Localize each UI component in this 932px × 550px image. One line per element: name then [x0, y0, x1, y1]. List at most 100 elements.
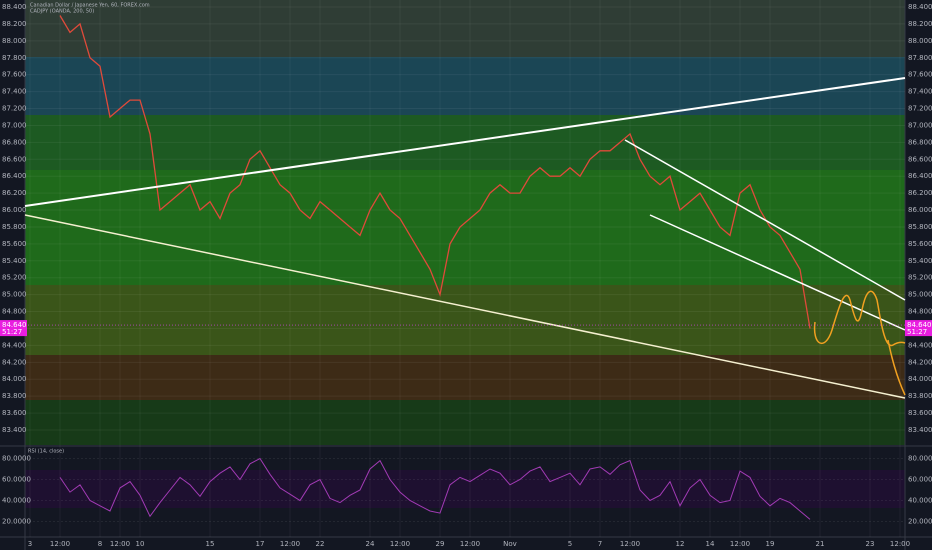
x-tick-label: 12:00: [110, 540, 130, 548]
y-tick-label: 87.200: [908, 105, 932, 113]
projection: [813, 290, 906, 346]
y-tick-label: 87.800: [908, 54, 932, 62]
y-tick-label: 84.000: [908, 375, 932, 383]
y-tick-label: 85.200: [908, 274, 932, 282]
y-tick-label: 20.0000: [908, 518, 932, 526]
y-tick-label: 86.000: [2, 206, 27, 214]
zone: [25, 285, 905, 355]
zones: [25, 0, 905, 508]
y-tick-label: 84.800: [908, 308, 932, 316]
y-tick-label: 80.0000: [2, 455, 31, 463]
x-tick-label: 10: [136, 540, 145, 548]
zone: [25, 400, 905, 445]
y-tick-label: 87.600: [2, 71, 27, 79]
x-tick-label: 15: [206, 540, 215, 548]
y-tick-label: 86.400: [908, 172, 932, 180]
channel-line: [624, 139, 906, 301]
x-tick-label: 29: [436, 540, 445, 548]
y-tick-label: 85.800: [2, 223, 27, 231]
y-tick-label: 83.400: [908, 426, 932, 434]
y-tick-label: 84.800: [2, 308, 27, 316]
y-tick-label: 86.400: [2, 172, 27, 180]
y-tick-label: 84.000: [2, 375, 27, 383]
zone: [25, 170, 905, 285]
x-tick-label: 14: [706, 540, 715, 548]
y-tick-label: 86.800: [2, 138, 27, 146]
y-tick-label: 86.000: [908, 206, 932, 214]
x-tick-label: 19: [766, 540, 775, 548]
x-tick-label: 24: [366, 540, 375, 548]
rsi-line: [59, 457, 811, 520]
y-tick-label: 87.800: [2, 54, 27, 62]
x-tick-label: 8: [98, 540, 102, 548]
y-tick-label: 86.200: [908, 189, 932, 197]
y-tick-label: 86.600: [2, 155, 27, 163]
price-tag-countdown: 51:27: [907, 328, 927, 336]
y-tick-label: 87.400: [2, 88, 27, 96]
y-tick-label: 83.600: [908, 409, 932, 417]
y-tick-label: 83.400: [2, 426, 27, 434]
y-tick-label: 83.800: [2, 392, 27, 400]
y-tick-label: 87.400: [908, 88, 932, 96]
y-tick-label: 20.0000: [2, 518, 31, 526]
y-tick-label: 40.0000: [2, 497, 31, 505]
y-tick-label: 85.400: [908, 257, 932, 265]
y-tick-label: 60.0000: [908, 476, 932, 484]
trendline: [24, 77, 906, 207]
y-tick-label: 85.600: [2, 240, 27, 248]
rsi-title: RSI (14, close): [28, 449, 64, 455]
y-tick-label: 85.000: [2, 291, 27, 299]
chart-title: Canadian Dollar / Japanese Yen, 60, FORE…: [30, 3, 150, 9]
x-tick-label: 5: [568, 540, 572, 548]
plot: [25, 0, 905, 537]
x-tick-label: 12:00: [460, 540, 480, 548]
x-tick-label: 17: [256, 540, 265, 548]
y-tick-label: 84.200: [2, 358, 27, 366]
y-tick-label: 87.000: [2, 121, 27, 129]
x-tick-label: 12:00: [50, 540, 70, 548]
zone: [25, 0, 905, 57]
y-tick-label: 87.600: [908, 71, 932, 79]
y-tick-label: 88.400: [2, 3, 27, 11]
y-tick-label: 85.000: [908, 291, 932, 299]
y-tick-label: 84.400: [2, 341, 27, 349]
y-tick-label: 85.600: [908, 240, 932, 248]
price-tag: [0, 320, 27, 337]
y-tick-label: 85.200: [2, 274, 27, 282]
price-tag-countdown: 51:27: [2, 328, 22, 336]
y-tick-label: 84.200: [908, 358, 932, 366]
y-tick-label: 86.600: [908, 155, 932, 163]
y-tick-label: 88.000: [908, 37, 932, 45]
y-tick-label: 87.000: [908, 121, 932, 129]
trendline: [24, 214, 906, 399]
y-tick-label: 85.400: [2, 257, 27, 265]
y-tick-label: 83.800: [908, 392, 932, 400]
y-tick-label: 86.800: [908, 138, 932, 146]
y-tick-label: 88.000: [2, 37, 27, 45]
y-tick-label: 80.0000: [908, 455, 932, 463]
x-tick-label: 21: [816, 540, 825, 548]
zone: [25, 57, 905, 115]
x-tick-label: 12:00: [620, 540, 640, 548]
x-tick-label: 12: [676, 540, 685, 548]
x-tick-label: 7: [598, 540, 602, 548]
y-tick-label: 88.200: [908, 20, 932, 28]
x-tick-label: 12:00: [280, 540, 300, 548]
chart-subtitle: CADJPY (OANDA, 200, 50): [30, 9, 94, 15]
x-tick-label: 12:00: [390, 540, 410, 548]
y-tick-label: 87.200: [2, 105, 27, 113]
projection: [887, 339, 906, 396]
zone: [25, 355, 905, 400]
y-tick-label: 86.200: [2, 189, 27, 197]
drawings: [24, 77, 906, 399]
x-tick-label: Nov: [503, 540, 517, 548]
y-tick-label: 60.0000: [2, 476, 31, 484]
rsi-band: [25, 470, 905, 508]
price-tag-label: 84.640: [907, 321, 932, 329]
x-tick-label: 22: [316, 540, 325, 548]
price-line: [59, 15, 811, 329]
y-tick-label: 40.0000: [908, 497, 932, 505]
y-tick-label: 88.200: [2, 20, 27, 28]
price-tag-label: 84.640: [2, 321, 27, 329]
